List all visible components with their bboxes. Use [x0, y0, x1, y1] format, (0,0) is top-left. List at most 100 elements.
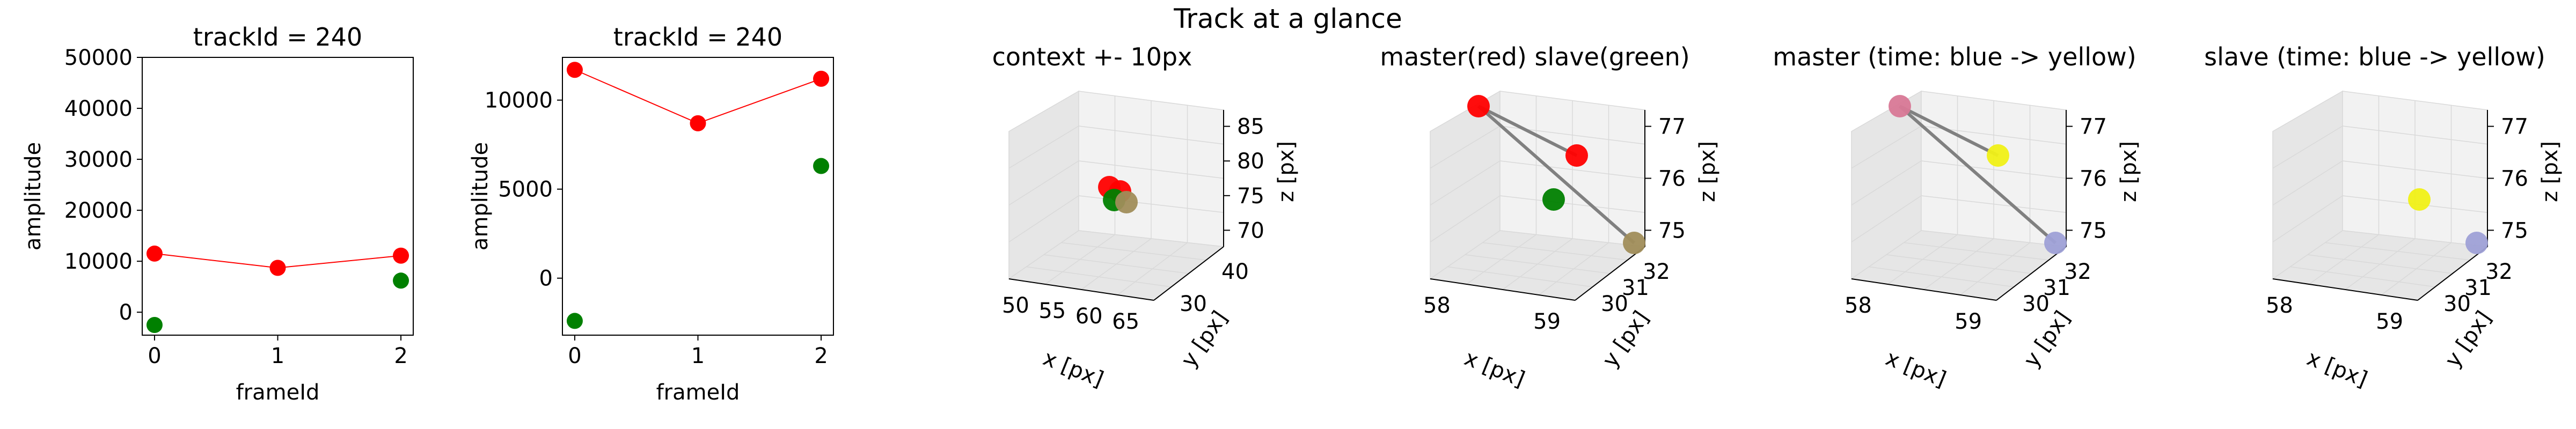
x-axis-label: x [px] [1040, 346, 1107, 392]
grid-line [2325, 242, 2470, 261]
x-tick-label: 2 [814, 344, 828, 368]
z-tick-label: 77 [2501, 115, 2528, 139]
z-tick-label: 80 [1237, 149, 1264, 174]
data-point-lavender [2465, 232, 2488, 254]
z-axis-label: z [px] [1695, 141, 1720, 202]
x-tick-label: 55 [1038, 299, 1066, 323]
data-point-red [690, 115, 706, 131]
data-point-red [566, 62, 583, 78]
chart-title: master (time: blue -> yellow) [1773, 42, 2136, 71]
y-tick-label: 31 [2043, 276, 2070, 300]
track-link-line [1899, 105, 2057, 245]
grid-line [1960, 242, 2030, 295]
chart-title: context +- 10px [992, 42, 1192, 71]
grid-line [2272, 160, 2343, 206]
y-axis-label: amplitude [21, 142, 46, 250]
grid-line [1499, 195, 1645, 213]
grid-line [1851, 160, 1922, 206]
y-tick-label: 32 [1643, 260, 1670, 284]
chart-title: trackId = 240 [613, 23, 782, 51]
grid-line [1886, 254, 2032, 274]
y-axis-line [1153, 246, 1224, 301]
x-axis-line [1008, 278, 1154, 301]
x-tick-label: 1 [691, 344, 705, 368]
z-tick-label: 76 [1658, 167, 1686, 191]
track-link-line [1477, 105, 1578, 157]
plot-frame [142, 57, 414, 336]
z-axis-label: z [px] [1274, 141, 1299, 202]
data-point-yellow [2408, 188, 2431, 211]
chart-title: trackId = 240 [193, 23, 362, 51]
z-tick-label: 76 [2080, 167, 2107, 191]
y-tick-label: 30 [2443, 292, 2471, 316]
track-link-line [1477, 105, 1635, 245]
grid-line [1539, 242, 1609, 295]
y-tick-label: 30 [1601, 292, 1628, 316]
x-tick-label: 58 [1423, 293, 1451, 318]
grid-line [1430, 125, 1501, 169]
y-tick-label: 30 [2022, 292, 2050, 316]
data-point-red [1565, 144, 1588, 167]
grid-line [1430, 160, 1501, 206]
y-tick-label: 20000 [64, 198, 133, 223]
x-tick-label: 0 [148, 344, 161, 368]
y-tick-label: 50000 [64, 46, 133, 70]
x-tick-label: 59 [2376, 309, 2403, 334]
grid-line [1482, 242, 1628, 261]
chart-panel-2: trackId = 240 0 5000 10000 0 1 2 frameId amplitu… [468, 23, 834, 405]
data-point-red [269, 260, 286, 276]
grid-line [1430, 195, 1501, 242]
z-axis-label: z [px] [2117, 141, 2141, 202]
z-tick-label: 75 [2080, 218, 2107, 243]
grid-line [1465, 254, 1611, 274]
grid-line [1851, 195, 1922, 242]
z-axis-label: z [px] [2538, 141, 2563, 202]
y-tick-label: 0 [119, 300, 133, 325]
x-tick-label: 50 [1002, 293, 1029, 318]
x-axis-line [1430, 278, 1576, 301]
chart-title: master(red) slave(green) [1380, 42, 1689, 71]
y-tick-label: 5000 [498, 177, 553, 202]
y-tick-label: 10000 [485, 88, 553, 113]
grid-line [1043, 254, 1189, 274]
z-tick-label: 77 [1658, 115, 1686, 139]
data-point-red [393, 247, 409, 264]
data-point-green [1542, 188, 1565, 211]
data-point-green [813, 158, 830, 174]
x-axis-line [1851, 278, 1997, 301]
x-tick-label: 59 [1533, 309, 1561, 334]
grid-line [1061, 242, 1206, 261]
x-tick-label: 1 [271, 344, 284, 368]
chart-panel-1: trackId = 240 0 10000 20000 30000 40000 50000 0… [21, 23, 414, 405]
grid-line [1008, 125, 1079, 169]
data-point-red [146, 245, 163, 262]
x-tick-label: 58 [2266, 293, 2293, 318]
y-tick-label: 30000 [64, 147, 133, 172]
z-tick-label: 77 [2080, 115, 2107, 139]
grid-line [1078, 195, 1224, 213]
data-point-olive [1115, 191, 1138, 213]
chart-title: slave (time: blue -> yellow) [2204, 42, 2545, 71]
x-tick-label: 65 [1112, 309, 1139, 334]
y-tick-label: 0 [539, 267, 553, 291]
grid-line [1008, 195, 1079, 242]
y-axis-line [1996, 246, 2067, 301]
x-tick-label: 59 [1955, 309, 1982, 334]
grid-line [2307, 254, 2453, 274]
x-tick-label: 58 [1845, 293, 1872, 318]
x-axis-label: x [px] [1882, 346, 1949, 392]
y-tick-label: 32 [2064, 260, 2091, 284]
x-tick-label: 2 [394, 344, 407, 368]
y-tick-label: 30 [1180, 292, 1207, 316]
grid-line [2381, 242, 2451, 295]
x-axis-label: x [px] [1461, 346, 1528, 392]
data-point-green [393, 272, 409, 289]
y-tick-label: 40 [1221, 260, 1249, 284]
grid-line [1117, 242, 1188, 295]
y-tick-label: 31 [1622, 276, 1649, 300]
grid-line [1008, 160, 1079, 206]
x-axis-label: frameId [236, 380, 320, 405]
data-point-lavender [2044, 232, 2067, 254]
